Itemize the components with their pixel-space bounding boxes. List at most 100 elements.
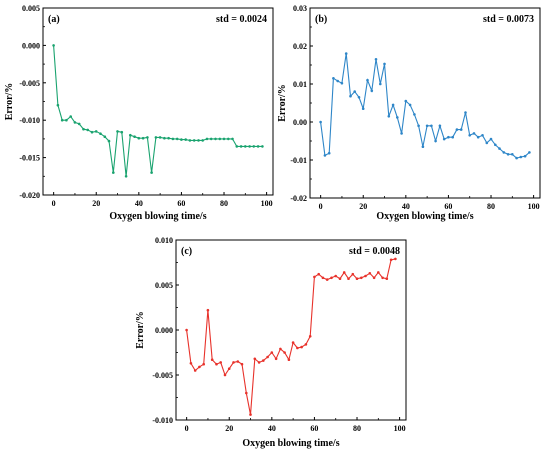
x-tick-label: 40 xyxy=(268,424,276,433)
series-line xyxy=(320,53,530,159)
data-point xyxy=(317,272,321,276)
data-point xyxy=(236,360,240,363)
panel-c-chart: 0 20 40 60 80 100 0.010 0.005 0.000 -0.005 -0.010 (… xyxy=(135,236,407,449)
y-tick-label: -0.010 xyxy=(19,116,40,125)
data-point xyxy=(120,130,124,134)
y-tick-label: -0.015 xyxy=(19,154,40,163)
data-point xyxy=(430,124,433,128)
x-tick-label: 40 xyxy=(135,199,143,208)
std-annotation: std = 0.0024 xyxy=(216,14,267,25)
data-point xyxy=(425,124,429,128)
data-point xyxy=(283,351,286,354)
data-point xyxy=(351,272,355,276)
plot-frame xyxy=(309,7,541,199)
data-point xyxy=(342,271,346,274)
data-point xyxy=(279,347,282,351)
x-tick-label: 20 xyxy=(359,202,367,211)
data-point xyxy=(344,52,348,55)
data-point xyxy=(519,155,523,159)
data-point xyxy=(523,154,527,158)
data-point xyxy=(506,153,510,156)
data-point xyxy=(413,113,416,116)
data-point xyxy=(223,373,227,377)
data-point xyxy=(357,96,361,99)
series-line xyxy=(186,258,396,415)
data-point xyxy=(239,145,243,148)
data-point xyxy=(107,139,111,143)
data-point xyxy=(438,124,442,128)
x-tick-label: 60 xyxy=(177,199,185,208)
data-point xyxy=(370,89,374,93)
data-point xyxy=(257,361,261,364)
x-tick-label: 0 xyxy=(52,199,56,208)
data-point xyxy=(528,151,531,154)
data-point xyxy=(133,135,136,138)
data-point xyxy=(485,141,489,145)
data-point xyxy=(192,139,196,142)
data-point xyxy=(197,139,200,142)
data-point xyxy=(300,345,303,349)
data-point xyxy=(189,362,193,365)
y-tick-label: 0.005 xyxy=(155,281,173,290)
data-point xyxy=(319,120,322,124)
data-point xyxy=(146,136,149,139)
data-point xyxy=(385,277,389,281)
y-tick-label: -0.02 xyxy=(290,194,307,203)
data-point xyxy=(248,145,251,148)
data-point xyxy=(313,275,316,279)
x-tick-label: 40 xyxy=(402,202,410,211)
y-tick-label: -0.005 xyxy=(19,79,40,88)
data-point xyxy=(227,137,230,141)
data-point xyxy=(90,130,94,134)
x-tick-label: 0 xyxy=(185,424,189,433)
data-point xyxy=(52,44,55,47)
data-point xyxy=(391,103,395,107)
y-tick-label: 0.000 xyxy=(22,41,40,50)
data-point xyxy=(372,276,376,280)
data-point xyxy=(296,346,299,350)
data-point xyxy=(141,136,145,140)
x-tick-label: 80 xyxy=(353,424,361,433)
data-point xyxy=(60,118,64,122)
data-point xyxy=(124,175,128,178)
y-tick-label: 0.01 xyxy=(293,80,307,89)
y-tick-label: -0.020 xyxy=(19,191,40,200)
data-point xyxy=(381,276,384,280)
data-point xyxy=(377,271,380,274)
x-tick-label: 80 xyxy=(487,202,495,211)
data-point xyxy=(167,136,170,140)
data-point xyxy=(202,362,205,366)
data-point xyxy=(69,115,72,118)
x-tick-label: 60 xyxy=(310,424,318,433)
data-point xyxy=(193,369,197,372)
data-point xyxy=(261,145,264,148)
data-point xyxy=(498,147,501,150)
data-point xyxy=(494,143,497,147)
data-point xyxy=(379,82,382,86)
data-point xyxy=(408,103,412,107)
data-point xyxy=(188,139,192,142)
series-line xyxy=(53,45,263,177)
data-point xyxy=(252,145,256,148)
panel-label: (c) xyxy=(181,246,192,257)
data-point xyxy=(103,135,107,138)
data-point xyxy=(129,133,132,137)
data-point xyxy=(468,134,472,137)
data-point xyxy=(270,351,274,354)
data-point xyxy=(374,58,378,61)
std-annotation: std = 0.0073 xyxy=(483,14,534,25)
x-tick-label: 0 xyxy=(319,202,323,211)
data-point xyxy=(175,137,179,141)
y-tick-label: 0.00 xyxy=(293,118,307,127)
y-tick-label: 0.02 xyxy=(293,42,307,51)
data-point xyxy=(417,124,420,128)
data-point xyxy=(502,151,506,154)
data-point xyxy=(158,136,162,139)
y-tick-label: 0.005 xyxy=(22,4,40,13)
data-point xyxy=(262,359,265,362)
data-point xyxy=(232,361,235,364)
panel-label: (a) xyxy=(48,14,60,25)
data-point xyxy=(77,122,81,126)
data-point xyxy=(368,272,372,275)
